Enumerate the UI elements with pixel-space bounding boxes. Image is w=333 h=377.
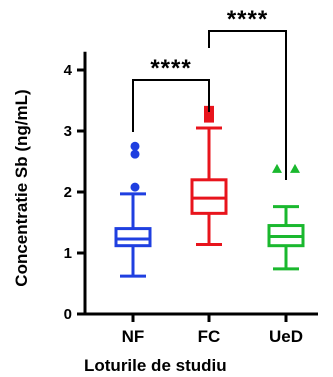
outlier-point	[130, 149, 140, 159]
y-tick-label: 1	[64, 245, 72, 262]
x-axis-title: Loturile de studiu	[84, 356, 227, 375]
x-tick-label: UeD	[269, 327, 303, 346]
outlier-point	[272, 163, 282, 173]
x-tick-label: FC	[198, 327, 221, 346]
x-tick-label: NF	[122, 327, 145, 346]
box	[190, 178, 228, 215]
outlier-point	[130, 182, 140, 192]
significance-label: ****	[150, 55, 191, 82]
outlier-point	[130, 141, 140, 151]
plot-area: 0 1 2 3 4 NF FC UeD **** ****	[64, 6, 318, 346]
box	[114, 227, 152, 248]
y-tick-label: 0	[64, 306, 72, 323]
y-axis-title: Concentratie Sb (ng/mL)	[12, 89, 31, 286]
significance-bracket	[132, 79, 210, 132]
y-tick-label: 2	[64, 184, 72, 201]
y-tick-label: 3	[64, 123, 72, 140]
significance-bracket	[208, 30, 287, 180]
outlier-point	[290, 163, 300, 173]
y-tick-label: 4	[64, 62, 73, 79]
significance-label: ****	[227, 6, 268, 33]
